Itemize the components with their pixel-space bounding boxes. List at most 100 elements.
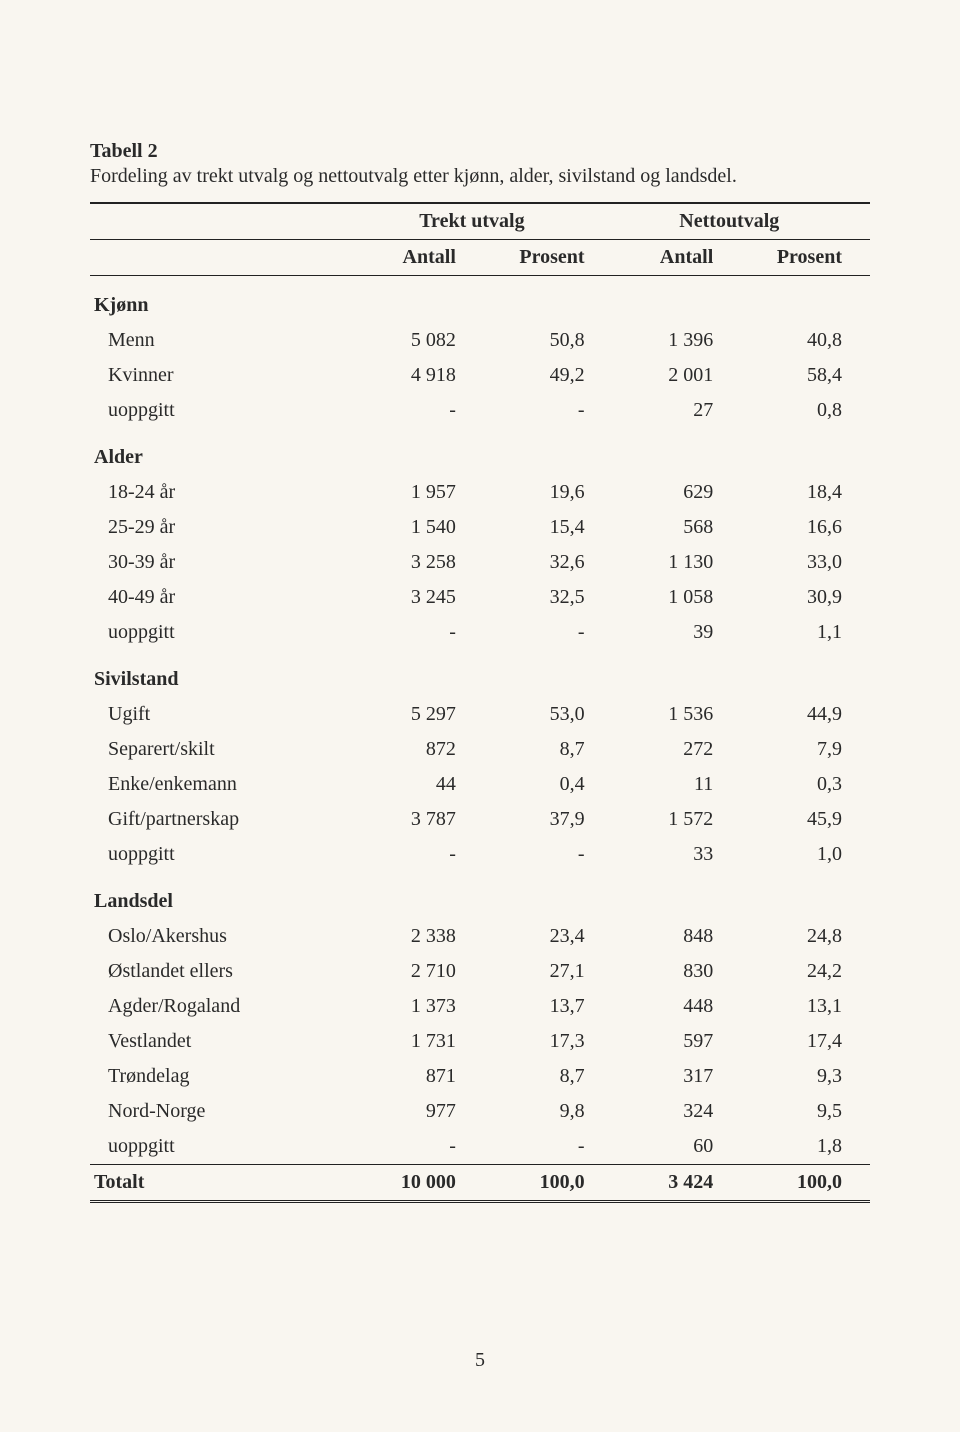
cell-a1: 3 245 bbox=[355, 580, 484, 615]
cell-p2: 0,8 bbox=[741, 393, 870, 428]
cell-a1: 1 373 bbox=[355, 989, 484, 1024]
cell-p2: 44,9 bbox=[741, 697, 870, 732]
cell-a1: 44 bbox=[355, 767, 484, 802]
cell-p2: 18,4 bbox=[741, 475, 870, 510]
table-row: 25-29 år1 54015,456816,6 bbox=[90, 510, 870, 545]
cell-a2: 324 bbox=[613, 1094, 742, 1129]
row-label: Separert/skilt bbox=[90, 732, 355, 767]
cell-p1: 0,4 bbox=[484, 767, 613, 802]
cell-a1: 3 258 bbox=[355, 545, 484, 580]
cell-p2: 16,6 bbox=[741, 510, 870, 545]
cell-a2: 1 572 bbox=[613, 802, 742, 837]
cell-p1: 50,8 bbox=[484, 323, 613, 358]
table-row: uoppgitt--601,8 bbox=[90, 1129, 870, 1165]
total-row: Totalt 10 000 100,0 3 424 100,0 bbox=[90, 1165, 870, 1202]
table-row: Enke/enkemann440,4110,3 bbox=[90, 767, 870, 802]
table-row: Trøndelag8718,73179,3 bbox=[90, 1059, 870, 1094]
cell-p1: 8,7 bbox=[484, 732, 613, 767]
total-p2: 100,0 bbox=[741, 1165, 870, 1202]
cell-p1: - bbox=[484, 393, 613, 428]
cell-a2: 1 130 bbox=[613, 545, 742, 580]
header-trekt: Trekt utvalg bbox=[355, 203, 612, 240]
row-label: Østlandet ellers bbox=[90, 954, 355, 989]
cell-a1: 1 731 bbox=[355, 1024, 484, 1059]
cell-a2: 1 536 bbox=[613, 697, 742, 732]
row-label: Enke/enkemann bbox=[90, 767, 355, 802]
row-label: Ugift bbox=[90, 697, 355, 732]
table-row: 40-49 år3 24532,51 05830,9 bbox=[90, 580, 870, 615]
table-row: Østlandet ellers2 71027,183024,2 bbox=[90, 954, 870, 989]
cell-a2: 830 bbox=[613, 954, 742, 989]
cell-a2: 11 bbox=[613, 767, 742, 802]
data-table: Trekt utvalg Nettoutvalg Antall Prosent … bbox=[90, 202, 870, 1203]
row-label: 18-24 år bbox=[90, 475, 355, 510]
row-label: Trøndelag bbox=[90, 1059, 355, 1094]
cell-a2: 1 396 bbox=[613, 323, 742, 358]
cell-p2: 1,8 bbox=[741, 1129, 870, 1165]
cell-p1: 8,7 bbox=[484, 1059, 613, 1094]
cell-p2: 7,9 bbox=[741, 732, 870, 767]
cell-a1: - bbox=[355, 837, 484, 872]
section-name: Alder bbox=[90, 428, 355, 475]
cell-a2: 629 bbox=[613, 475, 742, 510]
cell-a2: 317 bbox=[613, 1059, 742, 1094]
table-row: Separert/skilt8728,72727,9 bbox=[90, 732, 870, 767]
row-label: Menn bbox=[90, 323, 355, 358]
table-row: Vestlandet1 73117,359717,4 bbox=[90, 1024, 870, 1059]
table-row: 18-24 år1 95719,662918,4 bbox=[90, 475, 870, 510]
page-number: 5 bbox=[0, 1349, 960, 1372]
cell-a2: 60 bbox=[613, 1129, 742, 1165]
row-label: uoppgitt bbox=[90, 837, 355, 872]
cell-a1: 1 957 bbox=[355, 475, 484, 510]
table-row: 30-39 år3 25832,61 13033,0 bbox=[90, 545, 870, 580]
header-antall-1: Antall bbox=[355, 240, 484, 276]
document-page: Tabell 2 Fordeling av trekt utvalg og ne… bbox=[0, 0, 960, 1243]
cell-a2: 272 bbox=[613, 732, 742, 767]
section-header-row: Alder bbox=[90, 428, 870, 475]
table-row: Agder/Rogaland1 37313,744813,1 bbox=[90, 989, 870, 1024]
cell-a1: 872 bbox=[355, 732, 484, 767]
cell-a1: 5 297 bbox=[355, 697, 484, 732]
table-row: uoppgitt--391,1 bbox=[90, 615, 870, 650]
header-antall-2: Antall bbox=[613, 240, 742, 276]
table-row: uoppgitt--270,8 bbox=[90, 393, 870, 428]
cell-p1: 15,4 bbox=[484, 510, 613, 545]
cell-p2: 13,1 bbox=[741, 989, 870, 1024]
cell-p2: 30,9 bbox=[741, 580, 870, 615]
cell-p2: 1,1 bbox=[741, 615, 870, 650]
cell-a2: 39 bbox=[613, 615, 742, 650]
cell-p2: 9,5 bbox=[741, 1094, 870, 1129]
section-name: Kjønn bbox=[90, 276, 355, 324]
table-row: Ugift5 29753,01 53644,9 bbox=[90, 697, 870, 732]
cell-p1: 32,5 bbox=[484, 580, 613, 615]
row-label: Nord-Norge bbox=[90, 1094, 355, 1129]
cell-p1: 27,1 bbox=[484, 954, 613, 989]
section-header-row: Sivilstand bbox=[90, 650, 870, 697]
cell-p1: 9,8 bbox=[484, 1094, 613, 1129]
cell-p1: - bbox=[484, 1129, 613, 1165]
row-label: Vestlandet bbox=[90, 1024, 355, 1059]
header-sub-row: Antall Prosent Antall Prosent bbox=[90, 240, 870, 276]
cell-p1: - bbox=[484, 615, 613, 650]
cell-a2: 448 bbox=[613, 989, 742, 1024]
section-header-row: Landsdel bbox=[90, 872, 870, 919]
row-label: 25-29 år bbox=[90, 510, 355, 545]
table-row: Oslo/Akershus2 33823,484824,8 bbox=[90, 919, 870, 954]
cell-p1: 53,0 bbox=[484, 697, 613, 732]
cell-p2: 33,0 bbox=[741, 545, 870, 580]
cell-a1: - bbox=[355, 615, 484, 650]
table-caption: Fordeling av trekt utvalg og nettoutvalg… bbox=[90, 165, 870, 188]
cell-a2: 1 058 bbox=[613, 580, 742, 615]
cell-a2: 597 bbox=[613, 1024, 742, 1059]
table-row: Kvinner4 91849,22 00158,4 bbox=[90, 358, 870, 393]
cell-p2: 24,2 bbox=[741, 954, 870, 989]
row-label: Gift/partnerskap bbox=[90, 802, 355, 837]
cell-a1: 3 787 bbox=[355, 802, 484, 837]
section-header-row: Kjønn bbox=[90, 276, 870, 324]
row-label: uoppgitt bbox=[90, 1129, 355, 1165]
table-number: Tabell 2 bbox=[90, 140, 870, 163]
cell-a1: 871 bbox=[355, 1059, 484, 1094]
header-netto: Nettoutvalg bbox=[613, 203, 870, 240]
cell-p2: 24,8 bbox=[741, 919, 870, 954]
cell-p1: 13,7 bbox=[484, 989, 613, 1024]
